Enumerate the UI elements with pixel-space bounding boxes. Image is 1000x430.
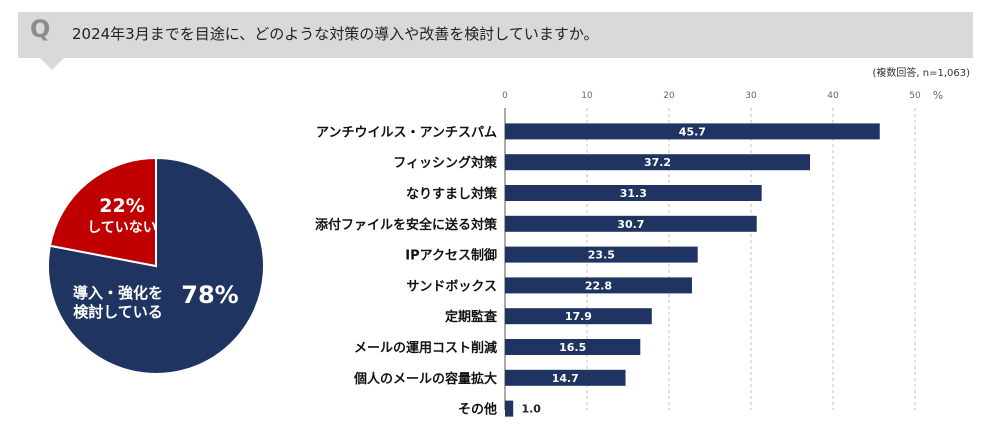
bar <box>505 185 762 201</box>
x-tick-label: 30 <box>745 91 757 101</box>
category-label: IPアクセス制御 <box>405 248 497 264</box>
data-label: 37.2 <box>644 156 671 169</box>
category-label: なりすまし対策 <box>406 186 498 202</box>
pie-slice-not-considering <box>48 156 157 268</box>
data-label: 30.7 <box>617 218 644 231</box>
bar <box>505 369 626 386</box>
x-tick-label: 20 <box>663 91 675 101</box>
data-label: 16.5 <box>559 341 586 354</box>
data-label: 23.5 <box>588 249 615 262</box>
pie-percent-not-considering: 22% <box>99 195 144 217</box>
x-tick-label: 10 <box>581 91 593 101</box>
question-banner-tail <box>40 58 64 70</box>
question-banner <box>18 12 973 58</box>
category-label: 添付ファイルを安全に送る対策 <box>315 217 498 233</box>
data-label: 1.0 <box>521 403 541 416</box>
bar <box>505 123 880 140</box>
question-text: 2024年3月までを目途に、どのような対策の導入や改善を検討していますか。 <box>72 25 599 43</box>
bar <box>505 154 811 171</box>
category-label: その他 <box>458 402 497 418</box>
pie-label-considering-line1: 導入・強化を <box>73 284 163 302</box>
data-label: 45.7 <box>679 125 706 138</box>
pie-percent-considering: 78% <box>181 281 238 309</box>
pie-label-considering-line2: 検討している <box>73 303 163 321</box>
category-label: アンチウイルス・アンチスパム <box>316 125 497 140</box>
category-label: 個人のメールの容量拡大 <box>353 371 497 387</box>
x-axis-unit: % <box>933 89 943 102</box>
category-label: フィッシング対策 <box>393 155 498 171</box>
data-label: 22.8 <box>585 279 612 292</box>
x-tick-label: 0 <box>502 91 508 101</box>
data-label: 17.9 <box>565 310 592 323</box>
category-label: メールの運用コスト削減 <box>354 340 497 356</box>
category-label: 定期監査 <box>444 309 498 325</box>
bar <box>505 277 692 294</box>
bar <box>505 400 514 417</box>
x-tick-label: 40 <box>827 91 839 101</box>
bar <box>505 215 757 232</box>
x-tick-label: 50 <box>909 91 921 101</box>
bar <box>505 339 641 355</box>
bar <box>505 308 652 325</box>
question-mark: Q <box>30 15 51 43</box>
category-label: サンドボックス <box>406 278 497 294</box>
data-label: 14.7 <box>552 372 579 385</box>
pie-label-not-considering: していない <box>87 220 157 236</box>
sample-note: (複数回答, n=1,063) <box>872 68 970 79</box>
data-label: 31.3 <box>620 187 647 200</box>
bar <box>505 246 698 263</box>
